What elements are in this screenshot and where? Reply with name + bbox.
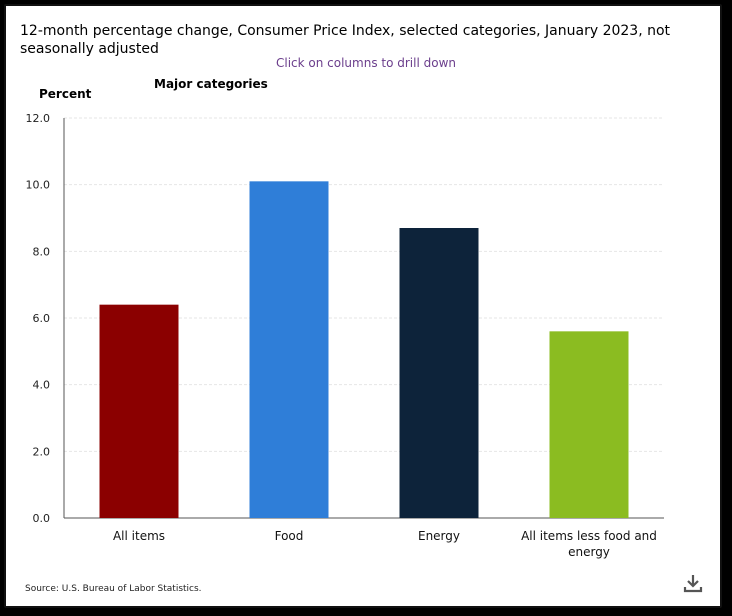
y-tick-label: 2.0: [33, 445, 51, 458]
y-tick-label: 12.0: [26, 112, 51, 125]
source-note: Source: U.S. Bureau of Labor Statistics.: [25, 584, 202, 594]
bar[interactable]: [399, 228, 479, 518]
bar[interactable]: [99, 304, 179, 518]
x-tick-label: Food: [275, 529, 304, 543]
bar[interactable]: [549, 331, 629, 518]
download-icon[interactable]: [682, 572, 704, 594]
chart-subtitle: Click on columns to drill down: [275, 56, 457, 70]
chart-title: 12-month percentage change, Consumer Pri…: [20, 23, 671, 57]
y-tick-label: 8.0: [33, 245, 51, 258]
y-axis-label: Percent: [39, 87, 92, 101]
x-tick-label: All items: [113, 529, 165, 543]
y-tick-label: 4.0: [33, 379, 51, 392]
x-tick-label: All items less food and energy: [521, 529, 657, 559]
y-tick-label: 10.0: [26, 179, 51, 192]
x-tick-label: Energy: [418, 529, 460, 543]
y-tick-label: 0.0: [33, 512, 51, 525]
y-tick-label: 6.0: [33, 312, 51, 325]
bar[interactable]: [249, 181, 329, 519]
category-group-label: Major categories: [154, 77, 268, 91]
